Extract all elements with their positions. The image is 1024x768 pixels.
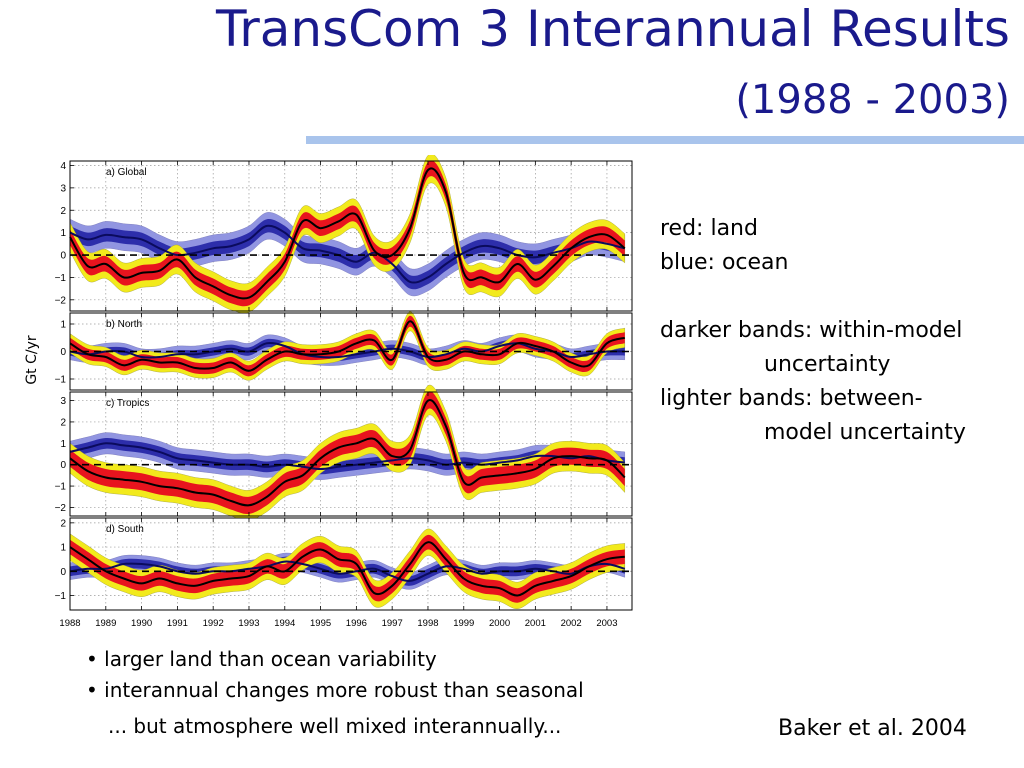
- bullet-item: • larger land than ocean variability: [86, 647, 437, 671]
- note-darker-bands-cont: uncertainty: [764, 352, 891, 377]
- land-inner-band: [70, 391, 625, 514]
- y-tick-label: 1: [60, 228, 66, 239]
- panel-d: −1 0 1 2 d) South: [55, 517, 633, 611]
- x-tick-label: 2002: [561, 618, 582, 629]
- panel-label: a) Global: [106, 167, 147, 178]
- land-series-line: [69, 541, 625, 597]
- y-tick-label: 0: [60, 251, 66, 262]
- y-tick-label: 2: [60, 417, 66, 428]
- x-tick-label: 2001: [525, 618, 546, 629]
- ocean-inner-band: [70, 338, 625, 362]
- land-series-line: [69, 398, 626, 507]
- x-tick-label: 1992: [203, 618, 224, 629]
- land-inner-band: [70, 315, 625, 377]
- y-tick-label: −2: [55, 295, 67, 306]
- y-tick-label: 0: [60, 567, 66, 578]
- interannual-flux-chart: −2 −1 0 1 2 3 4 a) Global −1 0 1 b) North −2 −1 0 1 2 3 c)…: [55, 155, 633, 629]
- panel-label: c) Tropics: [106, 398, 149, 409]
- ocean-inner-band: [70, 219, 625, 290]
- x-tick-label: 1999: [453, 618, 474, 629]
- panel-label: d) South: [106, 524, 144, 535]
- y-tick-label: 4: [60, 161, 66, 172]
- x-tick-label: 1994: [274, 618, 295, 629]
- bullet-list: • larger land than ocean variability • i…: [86, 644, 584, 706]
- y-tick-label: 3: [60, 183, 66, 194]
- x-tick-label: 1998: [417, 618, 438, 629]
- title-underline-bar: [306, 136, 1024, 144]
- x-tick-label: 1995: [310, 618, 331, 629]
- note-ocean: blue: ocean: [660, 250, 789, 275]
- y-tick-label: −1: [55, 482, 67, 493]
- panel-frame: [69, 160, 633, 312]
- ocean-series-line: [69, 342, 625, 359]
- slide-title: TransCom 3 Interannual Results: [216, 0, 1010, 58]
- note-land: red: land: [660, 216, 758, 241]
- ocean-series-line: [69, 442, 625, 471]
- y-tick-label: 1: [60, 543, 66, 554]
- y-tick-label: 0: [60, 347, 66, 358]
- note-lighter-bands-cont: model uncertainty: [764, 420, 966, 445]
- x-tick-label: 1989: [95, 618, 116, 629]
- y-tick-label: 2: [60, 206, 66, 217]
- y-tick-label: −1: [55, 273, 67, 284]
- y-tick-label: −2: [55, 503, 67, 514]
- citation: Baker et al. 2004: [778, 716, 967, 741]
- y-tick-label: 3: [60, 396, 66, 407]
- y-axis-label: Gt C/yr: [24, 335, 40, 385]
- x-tick-label: 2003: [596, 618, 617, 629]
- x-tick-label: 1990: [131, 618, 152, 629]
- bullet-item: • interannual changes more robust than s…: [86, 678, 584, 702]
- slide-subtitle: (1988 - 2003): [735, 77, 1010, 123]
- footnote: ... but atmosphere well mixed interannua…: [108, 714, 562, 738]
- y-tick-label: 1: [60, 320, 66, 331]
- note-lighter-bands: lighter bands: between-: [660, 386, 923, 411]
- panel-frame: [69, 517, 633, 611]
- y-tick-label: −1: [55, 375, 67, 386]
- panel-frame: [69, 391, 633, 517]
- panel-a: −2 −1 0 1 2 3 4 a) Global: [55, 155, 633, 314]
- note-darker-bands: darker bands: within-model: [660, 318, 963, 343]
- x-tick-label: 1996: [346, 618, 367, 629]
- panel-b: −1 0 1 b) North: [55, 311, 633, 391]
- y-tick-label: −1: [55, 591, 67, 602]
- ocean-series-line: [69, 560, 626, 582]
- y-tick-label: 1: [60, 439, 66, 450]
- x-tick-label: 1991: [167, 618, 188, 629]
- y-tick-label: 0: [60, 460, 66, 471]
- x-tick-label: 1993: [238, 618, 259, 629]
- land-series-line: [69, 167, 626, 300]
- x-tick-label: 2000: [489, 618, 510, 629]
- x-tick-label: 1997: [382, 618, 403, 629]
- x-tick-label: 1988: [59, 618, 80, 629]
- legend-notes: red: land blue: ocean darker bands: with…: [660, 212, 966, 450]
- y-tick-label: 2: [60, 518, 66, 529]
- land-series-line: [69, 320, 626, 372]
- panel-label: b) North: [106, 319, 142, 330]
- panel-frame: [69, 312, 633, 391]
- ocean-series-line: [69, 224, 626, 284]
- panel-c: −2 −1 0 1 2 3 c) Tropics: [55, 384, 633, 521]
